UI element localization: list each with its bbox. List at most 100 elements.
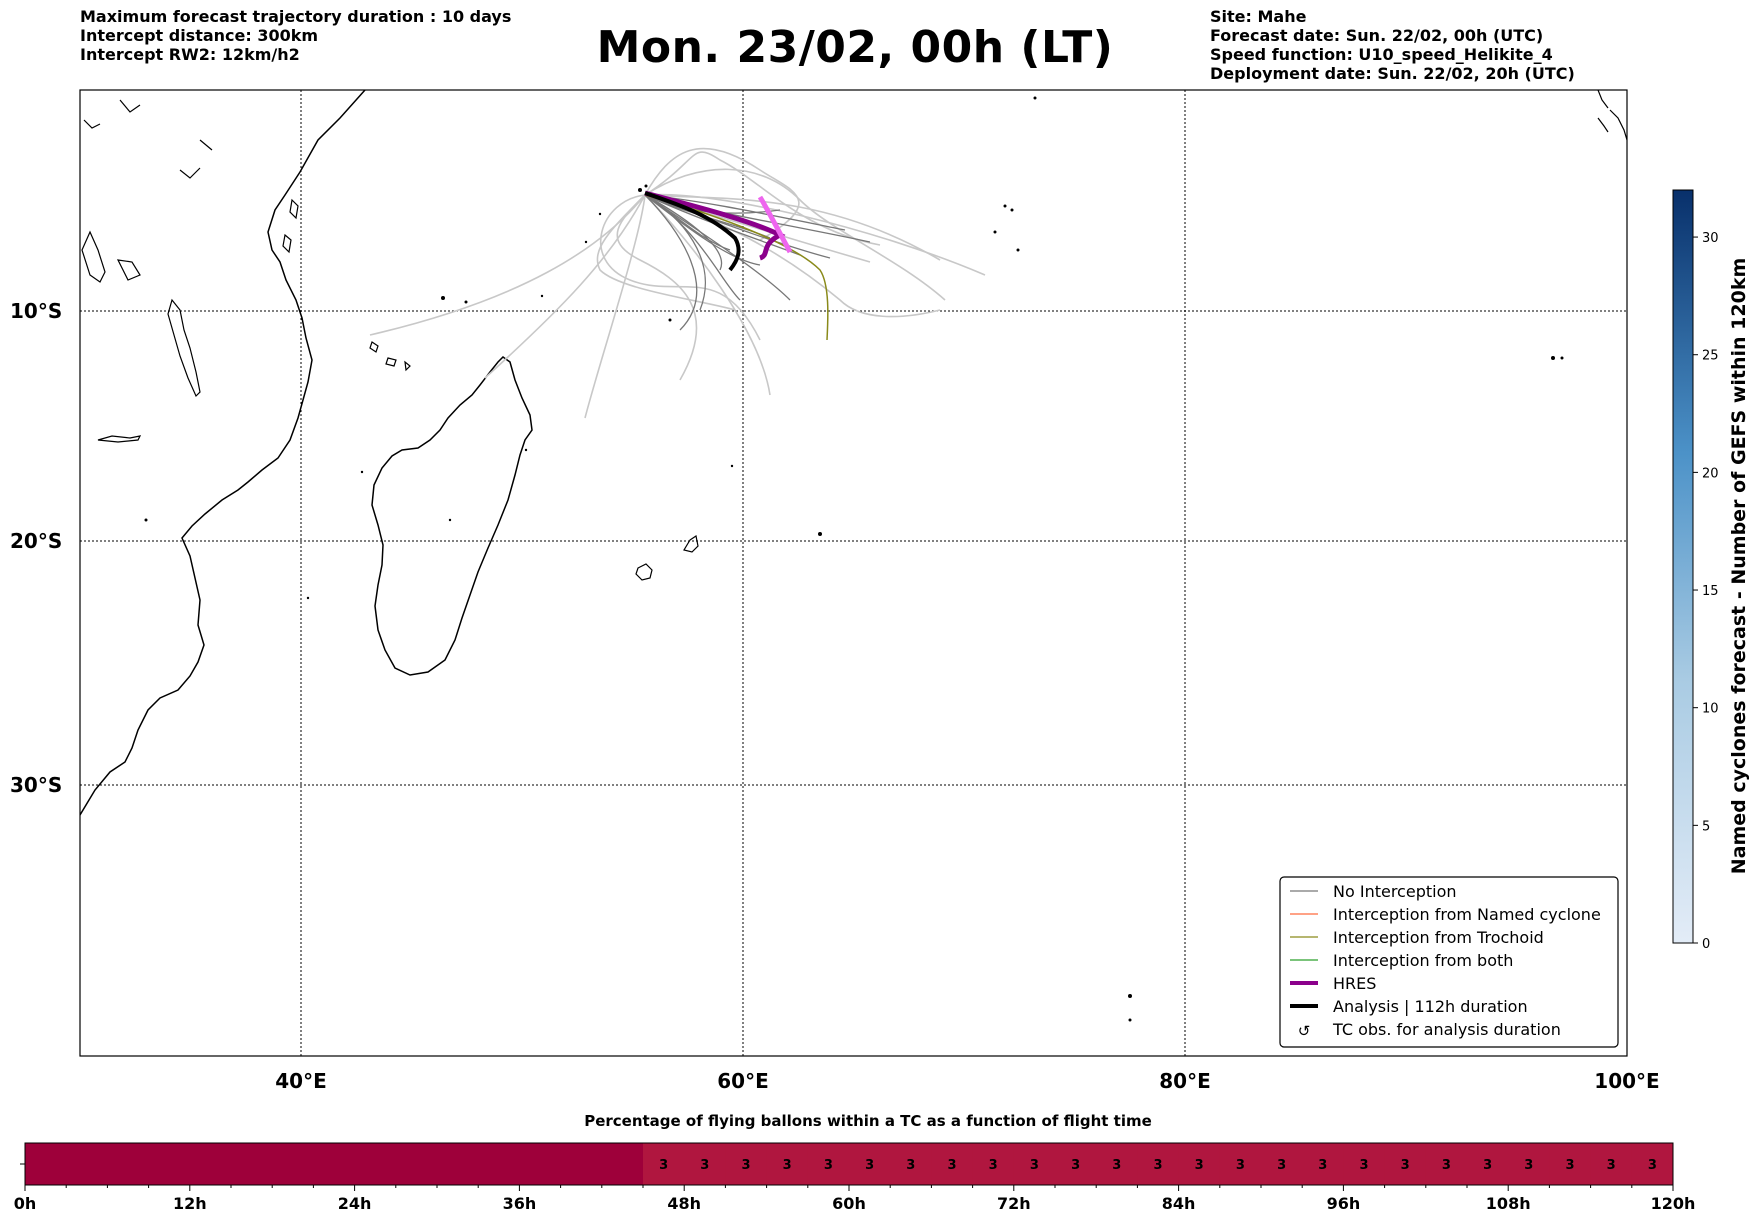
- flight-time-cell: [107, 1143, 150, 1185]
- flight-time-tick-label: 12h: [173, 1194, 207, 1213]
- flight-time-cell: [849, 1143, 891, 1185]
- site-text: Site: Mahe: [1210, 7, 1307, 26]
- flight-time-tick-label: 108h: [1486, 1194, 1531, 1213]
- flight-time-cell: [231, 1143, 273, 1185]
- flight-time-value: 3: [989, 1158, 998, 1173]
- flight-time-tick-label: 36h: [503, 1194, 537, 1213]
- flight-time-cell: [931, 1143, 974, 1185]
- mauritius-island: [683, 535, 699, 553]
- flight-time-tick-label: 96h: [1327, 1194, 1361, 1213]
- flight-time-cell: [1590, 1143, 1633, 1185]
- flight-time-value: 3: [1401, 1158, 1410, 1173]
- lon-label-60e: 60°E: [717, 1069, 769, 1093]
- flight-time-cell: [1137, 1143, 1180, 1185]
- somalia-islands: [81, 99, 213, 283]
- legend-named-cyclone: Interception from Named cyclone: [1333, 905, 1601, 924]
- legend-hres: HRES: [1333, 974, 1376, 993]
- flight-time-cell: [148, 1143, 191, 1185]
- colorbar-ticks: 0 5 10 15 20 25 30: [1693, 231, 1719, 952]
- colorbar-tick-label: 30: [1702, 231, 1719, 246]
- flight-time-cell: [766, 1143, 809, 1185]
- graticule: [80, 90, 1627, 1056]
- colorbar-label: Named cyclones forecast - Number of GEFS…: [1728, 258, 1750, 875]
- flight-time-value: 3: [824, 1158, 833, 1173]
- flight-time-value: 3: [1236, 1158, 1245, 1173]
- map-title: Mon. 23/02, 00h (LT): [596, 22, 1114, 73]
- zanzibar-island: [282, 198, 299, 254]
- intercept-distance-text: Intercept distance: 300km: [80, 26, 319, 45]
- flight-time-cell: [1178, 1143, 1221, 1185]
- lat-label-20s: 20°S: [10, 529, 62, 553]
- flight-time-tick-label: 24h: [338, 1194, 372, 1213]
- forecast-date-text: Forecast date: Sun. 22/02, 00h (UTC): [1210, 26, 1544, 45]
- flight-time-cell: [354, 1143, 397, 1185]
- colorbar-tick-label: 5: [1702, 819, 1710, 834]
- flight-time-value: 3: [741, 1158, 750, 1173]
- flight-time-cell: [25, 1143, 67, 1185]
- flight-time-value: 3: [865, 1158, 874, 1173]
- flight-time-tick-label: 72h: [997, 1194, 1031, 1213]
- flight-time-value: 3: [1112, 1158, 1121, 1173]
- flight-time-value: 3: [947, 1158, 956, 1173]
- flight-time-value: 3: [1030, 1158, 1039, 1173]
- lon-label-100e: 100°E: [1594, 1069, 1659, 1093]
- header-left-info: Maximum forecast trajectory duration : 1…: [80, 7, 511, 64]
- flight-time-cell: [643, 1143, 685, 1185]
- flight-time-value: 3: [1565, 1158, 1574, 1173]
- flight-time-cells: 3 3 3 3 3 3 3 3 3 3 3 3 3 3 3 3 3 3 3 3 3 3 3 3 3: [25, 1143, 1674, 1185]
- flight-time-value: 3: [1648, 1158, 1657, 1173]
- colorbar-tick-label: 10: [1702, 702, 1719, 717]
- legend-both: Interception from both: [1333, 951, 1513, 970]
- flight-time-tick-label: 120h: [1651, 1194, 1696, 1213]
- flight-time-value: 3: [1071, 1158, 1080, 1173]
- flight-time-cell: [725, 1143, 768, 1185]
- colorbar-gradient: [1672, 189, 1694, 944]
- lon-label-80e: 80°E: [1159, 1069, 1211, 1093]
- flight-time-title: Percentage of flying ballons within a TC…: [584, 1112, 1152, 1130]
- flight-time-ticks: 0h 12h 24h 36h 48h 60h 72h 84h 96h 108h 120h: [14, 1185, 1696, 1213]
- colorbar-tick-label: 0: [1702, 937, 1710, 952]
- legend-trochoid: Interception from Trochoid: [1333, 928, 1544, 947]
- colorbar-tick-label: 15: [1702, 584, 1719, 599]
- flight-time-cell: [1302, 1143, 1344, 1185]
- flight-time-cell: [560, 1143, 603, 1185]
- flight-time-cell: [1549, 1143, 1592, 1185]
- lake-kariba: [97, 435, 142, 443]
- flight-time-value: 3: [1442, 1158, 1451, 1173]
- flight-time-value: 3: [1277, 1158, 1286, 1173]
- flight-time-value: 3: [906, 1158, 915, 1173]
- flight-time-cell: [1096, 1143, 1138, 1185]
- flight-time-value: 3: [1153, 1158, 1162, 1173]
- flight-time-value: 3: [1607, 1158, 1616, 1173]
- flight-time-cell: [890, 1143, 932, 1185]
- flight-time-cell: [1013, 1143, 1056, 1185]
- australia-edge-islands: [1597, 90, 1627, 141]
- flight-time-cell: [395, 1143, 438, 1185]
- flight-time-cell: [437, 1143, 479, 1185]
- flight-time-value: 3: [1359, 1158, 1368, 1173]
- flight-time-value: 3: [1524, 1158, 1533, 1173]
- legend-box: [1279, 876, 1619, 1048]
- flight-time-cell: [478, 1143, 520, 1185]
- speed-function-text: Speed function: U10_speed_Helikite_4: [1210, 45, 1553, 64]
- flight-time-value: 3: [1318, 1158, 1327, 1173]
- flight-time-cell: [1343, 1143, 1386, 1185]
- flight-time-cell: [601, 1143, 644, 1185]
- flight-time-cell: [807, 1143, 850, 1185]
- lat-label-30s: 30°S: [10, 773, 62, 797]
- reunion-island: [635, 563, 653, 581]
- comoros-islands: [369, 341, 411, 372]
- flight-time-cell: [1384, 1143, 1427, 1185]
- flight-time-cell: [1631, 1143, 1674, 1185]
- flight-time-cell: [519, 1143, 562, 1185]
- legend-analysis: Analysis | 112h duration: [1333, 997, 1528, 1016]
- flight-time-cell: [684, 1143, 726, 1185]
- legend: No Interception Interception from Named …: [1279, 876, 1619, 1048]
- header-right-info: Site: Mahe Forecast date: Sun. 22/02, 00…: [1210, 7, 1575, 83]
- flight-time-cell: [1261, 1143, 1303, 1185]
- flight-time-tick-label: 84h: [1162, 1194, 1196, 1213]
- legend-tc-obs: TC obs. for analysis duration: [1332, 1020, 1561, 1039]
- africa-coastline: [80, 90, 366, 816]
- flight-time-value: 3: [1195, 1158, 1204, 1173]
